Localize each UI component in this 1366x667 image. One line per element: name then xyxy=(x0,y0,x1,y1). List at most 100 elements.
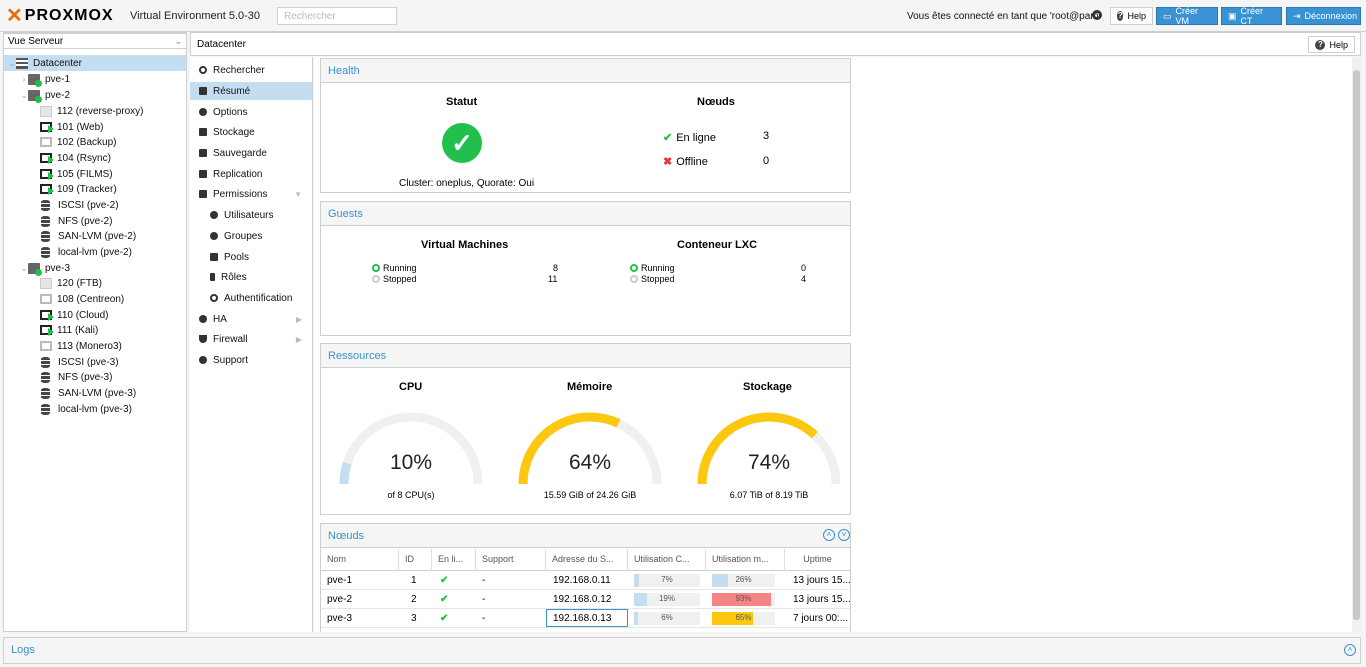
tree-item-storage-local-pve2[interactable]: local-lvm (pve-2) xyxy=(4,244,186,260)
play-circle-icon xyxy=(372,264,380,272)
tree-item-storage-local-pve3[interactable]: local-lvm (pve-3) xyxy=(4,401,186,417)
tree-item-storage-iscsi-pve3[interactable]: ISCSI (pve-3) xyxy=(4,354,186,370)
tree-item-vm-109[interactable]: 109 (Tracker) xyxy=(4,181,186,197)
col-uptime[interactable]: Uptime xyxy=(803,554,832,564)
col-cpu[interactable]: Utilisation C... xyxy=(628,549,706,571)
memory-title: Mémoire xyxy=(567,381,613,393)
chevron-right-icon: ▶ xyxy=(295,314,302,324)
chevron-up-icon[interactable]: ˄ xyxy=(1344,644,1356,656)
content-header: Datacenter ? Help xyxy=(190,32,1361,56)
lxc-stopped-count: 4 xyxy=(801,274,807,284)
expander-icon[interactable]: ⌄ xyxy=(20,263,28,273)
gear-icon xyxy=(199,108,207,116)
top-header: ✕ PROXMOX Virtual Environment 5.0-30 Vou… xyxy=(0,0,1366,32)
expander-icon[interactable]: › xyxy=(22,74,26,84)
tree-item-vm-101[interactable]: 101 (Web) xyxy=(4,119,186,135)
col-online[interactable]: En li... xyxy=(432,549,476,571)
vm-running-icon xyxy=(40,184,54,195)
view-selector[interactable]: Vue Serveur ⌄ xyxy=(3,33,187,49)
col-name[interactable]: Nom xyxy=(321,549,399,571)
tree-item-vm-110[interactable]: 110 (Cloud) xyxy=(4,307,186,323)
vm-stopped-icon xyxy=(40,294,52,304)
nav-backup[interactable]: Sauvegarde xyxy=(190,144,312,162)
col-id[interactable]: ID xyxy=(399,549,432,571)
gear-icon[interactable] xyxy=(1092,10,1102,20)
vm-running-icon xyxy=(40,325,54,336)
col-support[interactable]: Support xyxy=(476,549,546,571)
nav-ha[interactable]: HA ▶ xyxy=(190,310,312,328)
tree-item-pve-2[interactable]: ⌄ pve-2 xyxy=(20,89,71,103)
tree-item-storage-nfs-pve3[interactable]: NFS (pve-3) xyxy=(4,369,186,385)
status-title: Statut xyxy=(446,96,478,108)
tree-item-vm-111[interactable]: 111 (Kali) xyxy=(4,322,186,338)
tree-item-vm-108[interactable]: 108 (Centreon) xyxy=(4,291,186,307)
nodes-panel: Nœuds ˄ ˅ Nom ID En li... Support Adress… xyxy=(320,523,851,632)
col-ip[interactable]: Adresse du S... xyxy=(546,549,628,571)
expander-icon[interactable]: ⌄ xyxy=(8,58,16,68)
main-scrollbar-thumb[interactable] xyxy=(1353,70,1360,620)
tree-item-ct-112[interactable]: 112 (reverse-proxy) xyxy=(4,103,186,119)
content-help-button[interactable]: ? Help xyxy=(1308,36,1355,53)
tree-item-vm-104[interactable]: 104 (Rsync) xyxy=(4,150,186,166)
vm-running-row: Running xyxy=(372,263,417,273)
lxc-title: Conteneur LXC xyxy=(677,239,758,251)
guests-panel: Guests Virtual Machines Running 8 Stoppe… xyxy=(320,201,851,336)
node-row[interactable]: pve-2 2 ✔ - 192.168.0.12 19% 93% 13 jour… xyxy=(321,590,851,609)
check-icon: ✔ xyxy=(440,613,449,624)
tree-item-storage-iscsi-pve2[interactable]: ISCSI (pve-2) xyxy=(4,197,186,213)
tags-icon xyxy=(210,253,218,261)
male-icon xyxy=(210,273,215,281)
nav-storage[interactable]: Stockage xyxy=(190,123,312,141)
nodes-grid-header: Nom ID En li... Support Adresse du S... … xyxy=(321,549,850,571)
mem-bar-fill xyxy=(712,593,771,606)
search-input[interactable] xyxy=(277,7,397,25)
logs-panel[interactable]: Logs ˄ xyxy=(3,637,1361,664)
tree-item-datacenter[interactable]: ⌄ Datacenter xyxy=(4,55,186,71)
nav-groups[interactable]: Groupes xyxy=(190,227,312,245)
tree-item-storage-nfs-pve2[interactable]: NFS (pve-2) xyxy=(4,213,186,229)
container-stopped-icon xyxy=(40,105,52,117)
health-panel: Health Statut ✓ Cluster: oneplus, Quorat… xyxy=(320,58,851,193)
tree-item-vm-105[interactable]: 105 (FILMS) xyxy=(4,166,186,182)
col-memory[interactable]: Utilisation m... xyxy=(706,549,785,571)
node-row[interactable]: pve-3 3 ✔ - 192.168.0.13 6% 65% 7 jours … xyxy=(321,609,850,628)
create-ct-button[interactable]: ▣ Créer CT xyxy=(1221,6,1282,26)
nav-search[interactable]: Rechercher xyxy=(190,61,312,79)
nav-options[interactable]: Options xyxy=(190,103,312,121)
tree-item-vm-113[interactable]: 113 (Monero3) xyxy=(4,338,186,354)
check-icon: ✔ xyxy=(440,594,449,605)
chevron-down-icon[interactable]: ˅ xyxy=(838,529,850,541)
node-row[interactable]: pve-1 1 ✔ - 192.168.0.11 7% 26% 13 jours… xyxy=(321,571,851,590)
cpu-bar-fill xyxy=(634,593,647,606)
tree-item-storage-san-pve2[interactable]: SAN-LVM (pve-2) xyxy=(4,228,186,244)
logout-button[interactable]: ⇥ Déconnexion xyxy=(1286,7,1361,25)
nav-roles[interactable]: Rôles xyxy=(190,268,312,286)
database-icon xyxy=(41,371,50,383)
nav-summary[interactable]: Résumé xyxy=(190,82,312,100)
tree-item-pve-1[interactable]: › pve-1 xyxy=(4,71,186,87)
users-icon xyxy=(210,232,218,240)
nav-firewall[interactable]: Firewall ▶ xyxy=(190,330,312,348)
brand-name: PROXMOX xyxy=(24,7,114,24)
tree-item-pve-3[interactable]: ⌄ pve-3 xyxy=(20,262,71,276)
database-icon xyxy=(41,215,50,227)
node-support: - xyxy=(482,575,486,586)
create-vm-button[interactable]: ▭ Créer VM xyxy=(1156,6,1218,26)
nav-permissions[interactable]: Permissions ▼ xyxy=(190,185,312,203)
nav-support[interactable]: Support xyxy=(190,351,312,369)
tree-item-storage-san-pve3[interactable]: SAN-LVM (pve-3) xyxy=(4,385,186,401)
expander-icon[interactable]: ⌄ xyxy=(20,90,28,100)
chevron-up-icon[interactable]: ˄ xyxy=(823,529,835,541)
check-icon: ✔ xyxy=(440,575,449,586)
tree-item-vm-102[interactable]: 102 (Backup) xyxy=(4,134,186,150)
tree-item-ct-120[interactable]: 120 (FTB) xyxy=(4,275,186,291)
database-icon xyxy=(41,199,50,211)
nav-authentication[interactable]: Authentification xyxy=(190,289,312,307)
chevron-down-icon: ▼ xyxy=(294,189,302,199)
help-button[interactable]: ? Help xyxy=(1110,7,1153,25)
nav-users[interactable]: Utilisateurs xyxy=(190,206,312,224)
vm-stopped-icon xyxy=(40,137,52,147)
vm-stopped-icon xyxy=(40,341,52,351)
nav-replication[interactable]: Replication xyxy=(190,165,312,183)
nav-pools[interactable]: Pools xyxy=(190,248,312,266)
